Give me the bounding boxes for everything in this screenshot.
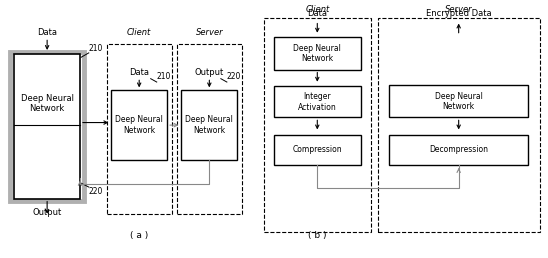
Text: 210: 210: [89, 44, 103, 53]
Bar: [274, 135, 361, 165]
Text: Deep Neural
Network: Deep Neural Network: [293, 44, 341, 63]
Text: Server: Server: [196, 28, 223, 37]
Text: Server: Server: [445, 5, 472, 14]
Bar: [389, 85, 528, 117]
Text: Data: Data: [129, 68, 149, 77]
Bar: [378, 18, 540, 232]
Text: Output: Output: [195, 68, 224, 77]
Text: Deep Neural
Network: Deep Neural Network: [115, 115, 163, 135]
Bar: [177, 44, 242, 214]
Bar: [389, 135, 528, 165]
Bar: [10, 52, 84, 201]
Text: Deep Neural
Network: Deep Neural Network: [21, 93, 73, 113]
Text: Output: Output: [32, 208, 62, 217]
Text: Data: Data: [37, 28, 57, 37]
Text: Client: Client: [127, 28, 151, 37]
Bar: [181, 90, 237, 160]
Bar: [264, 18, 371, 232]
Text: Decompression: Decompression: [429, 146, 488, 154]
Bar: [14, 54, 80, 199]
Bar: [274, 37, 361, 70]
Text: Encrypted Data: Encrypted Data: [426, 9, 492, 18]
Text: Deep Neural
Network: Deep Neural Network: [435, 92, 483, 111]
Bar: [111, 90, 167, 160]
Text: Deep Neural
Network: Deep Neural Network: [185, 115, 233, 135]
Text: ( b ): ( b ): [308, 231, 327, 240]
Bar: [107, 44, 172, 214]
Text: 220: 220: [227, 72, 241, 81]
Text: Data: Data: [307, 9, 327, 18]
Text: ( a ): ( a ): [130, 231, 149, 240]
Text: Compression: Compression: [293, 146, 342, 154]
Text: 210: 210: [157, 72, 171, 81]
Text: Integer
Activation: Integer Activation: [298, 92, 336, 112]
Bar: [274, 86, 361, 117]
Text: Client: Client: [305, 5, 329, 14]
Text: 220: 220: [89, 187, 103, 196]
